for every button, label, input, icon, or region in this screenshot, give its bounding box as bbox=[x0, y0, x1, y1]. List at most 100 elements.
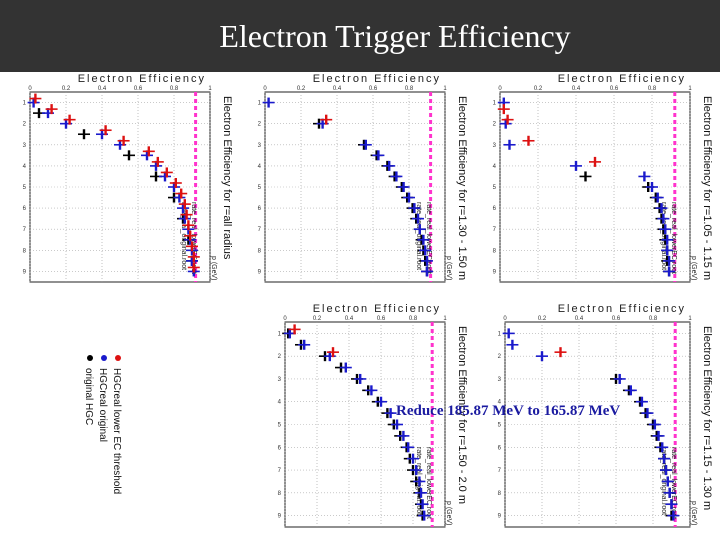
data-point bbox=[554, 347, 567, 358]
p-tick-label: 8 bbox=[258, 248, 262, 254]
data-point bbox=[288, 324, 301, 335]
eff-tick-label: 0 bbox=[28, 86, 32, 92]
data-point bbox=[186, 241, 198, 252]
p-tick-label: 7 bbox=[23, 227, 27, 233]
p-tick-label: 3 bbox=[278, 377, 282, 383]
p-tick-label: 8 bbox=[278, 491, 282, 497]
data-point bbox=[175, 188, 188, 199]
p-tick-label: 6 bbox=[258, 206, 262, 212]
data-point bbox=[570, 160, 582, 171]
data-point bbox=[298, 339, 311, 350]
threshold-annotation: Reduce 185.87 MeV to 165.87 MeV bbox=[396, 403, 621, 419]
plot-subtext: rate_real_lowerEC.root bbox=[190, 202, 197, 274]
data-point bbox=[413, 224, 426, 235]
data-point bbox=[151, 156, 164, 167]
p-tick-label: 9 bbox=[278, 514, 282, 520]
data-point bbox=[63, 114, 76, 125]
plot-subtext: rate_real_original.root bbox=[415, 202, 422, 270]
data-point bbox=[661, 234, 674, 245]
data-point bbox=[416, 499, 429, 510]
eff-tick-label: 0.4 bbox=[572, 86, 581, 92]
legend-label: original HGC bbox=[83, 368, 94, 425]
plot-ylabel: Electron Efficiency for r=1.05 - 1.15 m bbox=[701, 96, 713, 280]
legend: original HGC HGCreal original HGCreal lowe… bbox=[83, 355, 122, 494]
p-tick-label: 5 bbox=[258, 185, 262, 191]
data-point bbox=[635, 396, 648, 407]
data-point bbox=[365, 385, 378, 396]
plot-subtext: rate_real_lowerEC.root bbox=[425, 202, 432, 274]
data-point bbox=[160, 167, 173, 178]
plot-title: Electron Efficiency bbox=[558, 303, 686, 315]
slide-title: Electron Trigger Efficiency bbox=[219, 18, 571, 54]
p-tick-label: 6 bbox=[493, 206, 497, 212]
eff-tick-label: 0.6 bbox=[134, 86, 143, 92]
eff-tick-label: 0.2 bbox=[538, 316, 547, 322]
data-point bbox=[503, 139, 516, 150]
data-point bbox=[579, 171, 592, 182]
eff-tick-label: 1 bbox=[443, 316, 447, 322]
data-point bbox=[522, 135, 535, 146]
title-bar: Electron Trigger Efficiency bbox=[0, 0, 720, 72]
plots-area: 0 0.2 0.4 0.6 0.8 1 1 2 3 4 5 6 7 8 9 Electron Efficien… bbox=[0, 72, 720, 540]
p-tick-label: 1 bbox=[23, 101, 27, 107]
efficiency-plot-4: 0 0.2 0.4 0.6 0.8 1 1 2 3 4 5 6 7 8 9 Electron Efficien… bbox=[278, 303, 468, 528]
plot-xlabel: p (GeV) bbox=[690, 256, 697, 281]
p-tick-label: 7 bbox=[258, 227, 262, 233]
eff-tick-label: 0 bbox=[283, 316, 287, 322]
p-tick-label: 6 bbox=[278, 445, 282, 451]
p-tick-label: 6 bbox=[23, 206, 27, 212]
plot-subtext: rate_real_original.root bbox=[660, 202, 667, 270]
data-point bbox=[383, 160, 396, 171]
efficiency-plot-2: 0 0.2 0.4 0.6 0.8 1 1 2 3 4 5 6 7 8 9 Electron Efficien… bbox=[258, 73, 468, 283]
eff-tick-label: 0.8 bbox=[405, 86, 414, 92]
data-point bbox=[397, 430, 410, 441]
plot-title: Electron Efficiency bbox=[313, 303, 441, 315]
data-point bbox=[45, 104, 58, 115]
data-point bbox=[665, 499, 678, 510]
p-tick-label: 8 bbox=[23, 248, 27, 254]
data-point bbox=[182, 220, 195, 231]
data-point bbox=[178, 199, 191, 210]
data-point bbox=[657, 213, 670, 224]
plot-title: Electron Efficiency bbox=[558, 73, 686, 85]
eff-tick-label: 0.6 bbox=[612, 316, 621, 322]
p-tick-label: 9 bbox=[258, 269, 262, 275]
plot-frame bbox=[499, 91, 691, 283]
plot-xlabel: p (GeV) bbox=[445, 256, 452, 281]
data-point bbox=[663, 266, 676, 277]
eff-tick-label: 1 bbox=[688, 316, 692, 322]
data-point bbox=[402, 442, 415, 453]
p-tick-label: 1 bbox=[498, 331, 502, 337]
data-point bbox=[641, 408, 654, 419]
plot-ylabel: Electron Efficiency for r=1.50 - 2.0 m bbox=[456, 326, 468, 504]
eff-tick-label: 1 bbox=[443, 86, 447, 92]
data-point bbox=[384, 408, 397, 419]
plot-subtext: rate_real_lowerEC.root bbox=[425, 447, 432, 519]
plot-xlabel: p (GeV) bbox=[210, 256, 217, 281]
data-point bbox=[372, 150, 385, 161]
data-point bbox=[646, 182, 658, 192]
data-point bbox=[652, 430, 665, 441]
p-tick-label: 7 bbox=[498, 468, 502, 474]
plot-ylabel: Electron Efficiency for r=1.15 - 1.30 m bbox=[701, 326, 713, 510]
data-point bbox=[78, 129, 90, 140]
data-point bbox=[417, 234, 430, 245]
eff-tick-label: 0.6 bbox=[377, 316, 386, 322]
data-point bbox=[403, 192, 415, 203]
eff-tick-label: 0.4 bbox=[575, 316, 584, 322]
legend-marker bbox=[87, 355, 93, 361]
data-point bbox=[656, 442, 669, 453]
p-tick-label: 4 bbox=[23, 164, 27, 170]
eff-tick-label: 0.4 bbox=[345, 316, 354, 322]
data-point bbox=[613, 373, 626, 384]
legend-label: HGCreal lower EC threshold bbox=[111, 368, 122, 494]
data-point bbox=[659, 465, 672, 476]
eff-tick-label: 0.2 bbox=[297, 86, 306, 92]
data-point bbox=[421, 255, 433, 266]
data-point bbox=[413, 476, 426, 487]
eff-tick-label: 0.2 bbox=[313, 316, 322, 322]
data-point bbox=[123, 150, 135, 161]
data-point bbox=[359, 139, 372, 150]
p-tick-label: 2 bbox=[493, 122, 497, 128]
eff-tick-label: 0.4 bbox=[98, 86, 107, 92]
